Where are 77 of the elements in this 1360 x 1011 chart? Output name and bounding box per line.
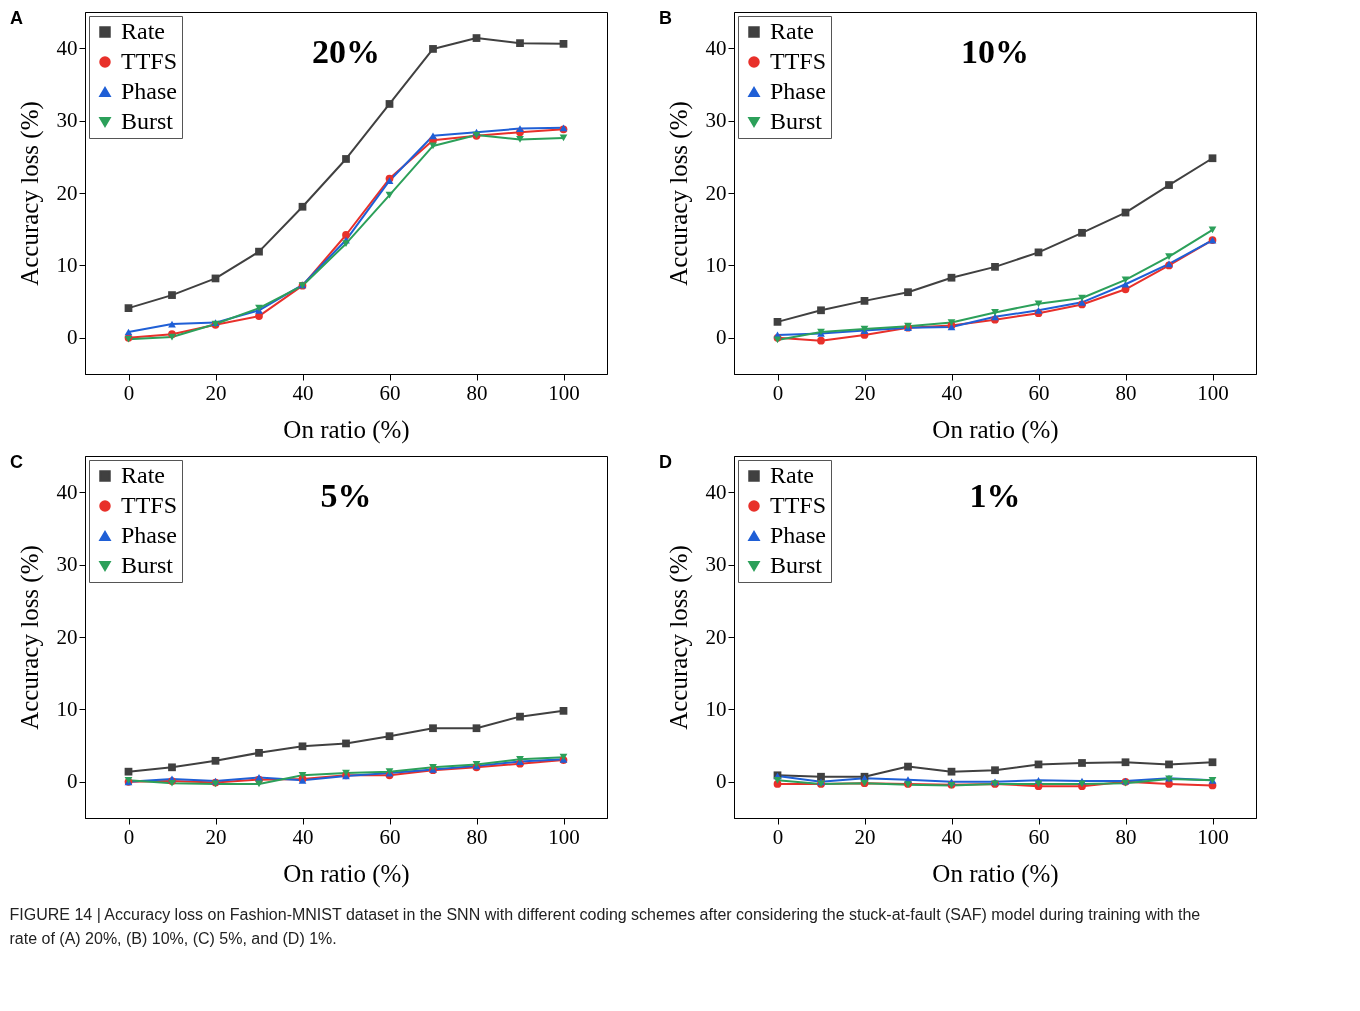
x-tick-label: 100 [1197,380,1229,405]
y-tick-label: 40 [705,479,727,504]
y-axis-title: Accuracy loss (%) [664,101,693,286]
text: 10% [961,33,1029,70]
x-tick-label: 0 [772,824,784,849]
x-tick-label: 60 [379,824,401,849]
text: B [659,8,672,28]
y-tick-label: 0 [716,325,727,350]
y-tick-label: 20 [705,624,727,649]
x-tick-label: 20 [205,824,227,849]
legend-label: Rate [770,18,814,44]
caption: FIGURE 14 | Accuracy loss on Fashion-MNIST dataset in the SNN with different coding schemes after considering the stuck-at-fault (SAF) model during training with the rate of (A) 20%, (B) 10%, (C) 5%, and (D) 1%. [9,905,1201,947]
x-tick-label: 0 [772,380,784,405]
x-axis-title: On ratio (%) [932,859,1059,888]
y-tick-label: 10 [705,696,727,721]
y-tick-label: 20 [56,624,78,649]
y-tick-label: 30 [705,108,727,133]
x-tick-label: 40 [292,380,314,405]
legend-label: Phase [121,522,177,548]
x-tick-label: 60 [1028,380,1050,405]
x-axis-title: On ratio (%) [283,859,410,888]
legend-label: Burst [770,108,823,134]
x-tick-label: 0 [123,824,135,849]
x-tick-label: 0 [123,380,135,405]
legend-label: Rate [770,462,814,488]
x-axis-title: On ratio (%) [283,415,410,444]
x-tick-label: 100 [1197,824,1229,849]
y-tick-label: 20 [705,180,727,205]
x-tick-label: 80 [466,824,488,849]
x-tick-label: 20 [205,380,227,405]
legend-label: Phase [770,522,826,548]
x-tick-label: 80 [1115,380,1137,405]
y-tick-label: 20 [56,180,78,205]
y-tick-label: 30 [705,552,727,577]
x-tick-label: 20 [854,380,876,405]
y-axis-title: Accuracy loss (%) [15,101,44,286]
y-tick-label: 10 [56,696,78,721]
y-tick-label: 30 [56,108,78,133]
y-tick-label: 40 [56,479,78,504]
x-tick-label: 40 [941,380,963,405]
y-tick-label: 10 [705,252,727,277]
legend-label: Phase [770,78,826,104]
text: 20% [312,33,380,70]
y-tick-label: 40 [705,35,727,60]
y-tick-label: 0 [67,325,78,350]
text: A [10,8,23,28]
x-tick-label: 60 [1028,824,1050,849]
x-tick-label: 20 [854,824,876,849]
x-tick-label: 80 [1115,824,1137,849]
text: D [659,452,672,472]
x-tick-label: 40 [292,824,314,849]
x-tick-label: 40 [941,824,963,849]
x-tick-label: 100 [548,380,580,405]
legend-label: TTFS [770,492,827,518]
y-tick-label: 30 [56,552,78,577]
x-tick-label: 100 [548,824,580,849]
text: C [10,452,23,472]
legend-label: Phase [121,78,177,104]
y-tick-label: 0 [716,769,727,794]
legend-label: Rate [121,462,165,488]
legend-label: Burst [121,108,174,134]
y-tick-label: 40 [56,35,78,60]
y-tick-label: 10 [56,252,78,277]
legend-label: Burst [121,552,174,578]
legend-label: TTFS [121,48,178,74]
y-axis-title: Accuracy loss (%) [15,545,44,730]
y-tick-label: 0 [67,769,78,794]
x-tick-label: 80 [466,380,488,405]
text: 1% [969,477,1021,514]
x-axis-title: On ratio (%) [932,415,1059,444]
y-axis-title: Accuracy loss (%) [664,545,693,730]
x-tick-label: 60 [379,380,401,405]
legend-label: TTFS [121,492,178,518]
text: 5% [320,477,372,514]
legend-label: Burst [770,552,823,578]
legend-label: TTFS [770,48,827,74]
legend-label: Rate [121,18,165,44]
